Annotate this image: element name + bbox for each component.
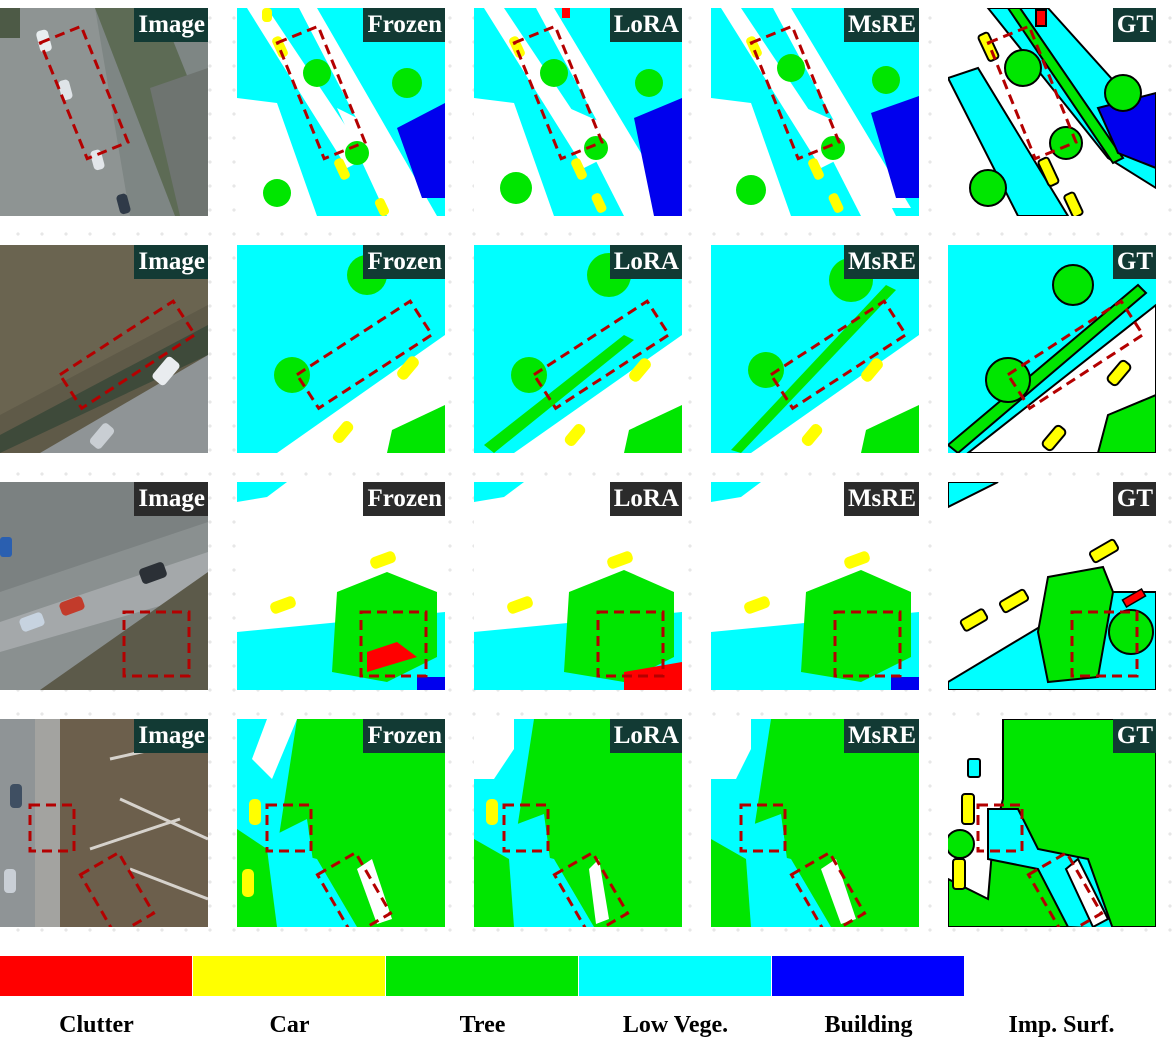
column-label-gt: GT xyxy=(1112,8,1156,42)
aerial-photo-row4 xyxy=(0,719,208,927)
ground-truth-map xyxy=(948,8,1156,216)
aerial-photo-row1 xyxy=(0,8,208,216)
highlight-box xyxy=(768,299,908,411)
column-label-lora: LoRA xyxy=(609,8,682,42)
row2-gt-panel: GT xyxy=(948,245,1156,453)
legend-swatch-low-vege xyxy=(579,956,771,996)
highlight-box xyxy=(531,299,671,411)
legend-label-building: Building xyxy=(824,1012,913,1038)
segmentation-map xyxy=(474,719,682,927)
row1-frozen-panel: Frozen xyxy=(237,8,445,216)
highlight-box xyxy=(512,24,604,161)
highlight-box xyxy=(1005,299,1145,411)
highlight-box xyxy=(28,803,156,927)
column-label-lora: LoRA xyxy=(609,482,682,516)
highlight-box xyxy=(57,299,197,411)
legend-label-imp-surf: Imp. Surf. xyxy=(1008,1012,1115,1038)
legend-label-low-vege: Low Vege. xyxy=(622,1012,729,1038)
segmentation-map xyxy=(237,719,445,927)
column-label-frozen: Frozen xyxy=(363,482,445,516)
row3-gt-panel: GT xyxy=(948,482,1156,690)
column-label-gt: GT xyxy=(1112,482,1156,516)
column-label-gt: GT xyxy=(1112,245,1156,279)
legend-swatch-car xyxy=(193,956,385,996)
column-label-frozen: Frozen xyxy=(363,8,445,42)
segmentation-map xyxy=(474,245,682,453)
highlight-box xyxy=(833,610,902,678)
highlight-box xyxy=(275,24,367,161)
column-label-image: Image xyxy=(134,245,208,279)
legend-swatch-imp-surf xyxy=(965,956,1157,996)
column-label-frozen: Frozen xyxy=(363,245,445,279)
ground-truth-map xyxy=(948,482,1156,690)
segmentation-map xyxy=(474,8,682,216)
row4-lora-panel: LoRA xyxy=(474,719,682,927)
row1-image-panel: Image xyxy=(0,8,208,216)
row3-msre-panel: MsRE xyxy=(711,482,919,690)
highlight-box xyxy=(596,610,665,678)
figure-grid: Image Frozen xyxy=(0,8,1173,928)
ground-truth-map xyxy=(948,245,1156,453)
row2-msre-panel: MsRE xyxy=(711,245,919,453)
segmentation-map xyxy=(711,482,919,690)
row3-image-panel: Image xyxy=(0,482,208,690)
highlight-box xyxy=(739,803,867,927)
class-legend: Clutter Car Tree Low Vege. Building Imp.… xyxy=(0,956,1173,1056)
highlight-box xyxy=(1070,610,1139,678)
column-label-frozen: Frozen xyxy=(363,719,445,753)
column-label-msre: MsRE xyxy=(843,8,919,42)
legend-swatch-building xyxy=(772,956,964,996)
column-label-msre: MsRE xyxy=(843,482,919,516)
legend-swatch-clutter xyxy=(0,956,192,996)
legend-label-tree: Tree xyxy=(459,1012,506,1038)
row3-lora-panel: LoRA xyxy=(474,482,682,690)
column-label-msre: MsRE xyxy=(843,245,919,279)
legend-swatch-tree xyxy=(386,956,578,996)
segmentation-map xyxy=(711,8,919,216)
segmentation-map xyxy=(237,482,445,690)
row2-lora-panel: LoRA xyxy=(474,245,682,453)
highlight-box xyxy=(976,803,1104,927)
highlight-box xyxy=(122,610,191,678)
legend-label-car: Car xyxy=(269,1012,310,1038)
row2-image-panel: Image xyxy=(0,245,208,453)
highlight-box xyxy=(359,610,428,678)
row4-image-panel: Image xyxy=(0,719,208,927)
row3-frozen-panel: Frozen xyxy=(237,482,445,690)
column-label-lora: LoRA xyxy=(609,245,682,279)
highlight-box xyxy=(502,803,630,927)
column-label-lora: LoRA xyxy=(609,719,682,753)
highlight-box xyxy=(38,24,130,161)
ground-truth-map xyxy=(948,719,1156,927)
aerial-photo-row3 xyxy=(0,482,208,690)
segmentation-map xyxy=(237,8,445,216)
row1-lora-panel: LoRA xyxy=(474,8,682,216)
segmentation-map xyxy=(711,719,919,927)
row2-frozen-panel: Frozen xyxy=(237,245,445,453)
highlight-box xyxy=(749,24,841,161)
row1-gt-panel: GT xyxy=(948,8,1156,216)
column-label-msre: MsRE xyxy=(843,719,919,753)
highlight-box xyxy=(265,803,393,927)
highlight-box xyxy=(986,24,1078,161)
column-label-gt: GT xyxy=(1112,719,1156,753)
column-label-image: Image xyxy=(134,482,208,516)
column-label-image: Image xyxy=(134,719,208,753)
row1-msre-panel: MsRE xyxy=(711,8,919,216)
legend-label-clutter: Clutter xyxy=(59,1012,134,1038)
segmentation-map xyxy=(474,482,682,690)
row4-msre-panel: MsRE xyxy=(711,719,919,927)
row4-frozen-panel: Frozen xyxy=(237,719,445,927)
highlight-box xyxy=(294,299,434,411)
row4-gt-panel: GT xyxy=(948,719,1156,927)
segmentation-map xyxy=(711,245,919,453)
column-label-image: Image xyxy=(134,8,208,42)
